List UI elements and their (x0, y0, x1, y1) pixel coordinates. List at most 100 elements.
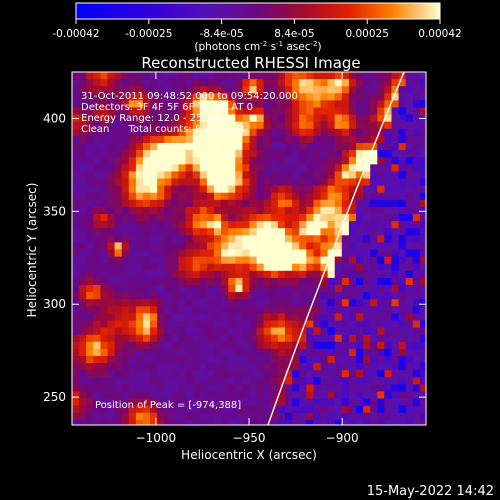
heatmap-cell (121, 199, 130, 208)
heatmap-cell (292, 79, 300, 87)
heatmap-cell (405, 356, 414, 364)
heatmap-cell (313, 242, 321, 250)
heatmap-cell (398, 370, 406, 378)
heatmap-cell (206, 221, 215, 229)
heatmap-cell (277, 72, 286, 80)
heatmap-cell (384, 171, 392, 179)
heatmap-cell (384, 100, 392, 108)
heatmap-cell (327, 412, 335, 421)
heatmap-cell (79, 72, 87, 80)
heatmap-cell (292, 341, 300, 350)
heatmap-cell (391, 348, 399, 357)
heatmap-cell (313, 256, 321, 264)
heatmap-cell (135, 306, 144, 314)
heatmap-cell (178, 143, 186, 151)
heatmap-cell (363, 79, 371, 87)
heatmap-cell (398, 199, 406, 208)
heatmap-cell (348, 398, 357, 406)
heatmap-cell (320, 171, 328, 179)
heatmap-cell (313, 419, 321, 425)
heatmap-cell (135, 313, 144, 321)
heatmap-cell (114, 306, 122, 314)
heatmap-cell (299, 164, 307, 172)
heatmap-cell (221, 93, 229, 101)
heatmap-cell (384, 292, 392, 300)
heatmap-cell (121, 185, 130, 193)
heatmap-cell (128, 114, 137, 122)
heatmap-cell (121, 270, 130, 279)
heatmap-cell (72, 313, 80, 321)
heatmap-cell (249, 93, 257, 101)
heatmap-cell (135, 263, 144, 272)
heatmap-cell (348, 341, 357, 350)
heatmap-cell (405, 214, 414, 222)
heatmap-cell (114, 292, 122, 300)
heatmap-cell (206, 249, 215, 257)
heatmap-cell (86, 419, 94, 425)
heatmap-cell (199, 313, 208, 321)
heatmap-cell (143, 412, 151, 421)
heatmap-cell (306, 405, 314, 414)
heatmap-cell (79, 285, 87, 293)
heatmap-cell (348, 171, 357, 179)
heatmap-cell (178, 199, 186, 208)
heatmap-cell (135, 93, 144, 101)
heatmap-cell (285, 171, 293, 179)
heatmap-cell (348, 121, 357, 130)
heatmap-cell (199, 93, 208, 101)
heatmap-cell (100, 320, 108, 328)
heatmap-cell (135, 256, 144, 264)
heatmap-cell (79, 157, 87, 165)
heatmap-cell (143, 79, 151, 87)
heatmap-cell (370, 171, 378, 179)
heatmap-cell (391, 235, 399, 243)
heatmap-cell (235, 391, 243, 399)
heatmap-cell (143, 235, 151, 243)
heatmap-cell (206, 121, 215, 130)
heatmap-cell (405, 334, 414, 343)
heatmap-cell (320, 306, 328, 314)
heatmap-cell (384, 114, 392, 122)
heatmap-cell (199, 277, 208, 286)
heatmap-cell (256, 72, 264, 80)
heatmap-cell (86, 199, 94, 208)
heatmap-cell (185, 412, 193, 421)
heatmap-cell (86, 334, 94, 343)
heatmap-cell (192, 292, 201, 300)
heatmap-cell (256, 221, 264, 229)
heatmap-cell (157, 157, 165, 165)
heatmap-cell (384, 377, 392, 385)
heatmap-cell (185, 356, 193, 364)
heatmap-cell (292, 391, 300, 399)
heatmap-cell (377, 135, 385, 144)
heatmap-cell (377, 93, 385, 101)
heatmap-cell (356, 242, 364, 250)
heatmap-cell (228, 412, 236, 421)
heatmap-cell (370, 363, 378, 371)
heatmap-cell (164, 86, 172, 94)
heatmap-cell (135, 79, 144, 87)
heatmap-cell (178, 171, 186, 179)
heatmap-cell (306, 121, 314, 130)
x-tick-label: −1000 (136, 431, 177, 445)
heatmap-cell (157, 107, 165, 115)
heatmap-cell (391, 412, 399, 421)
heatmap-cell (384, 299, 392, 307)
heatmap-cell (348, 299, 357, 307)
heatmap-cell (164, 221, 172, 229)
heatmap-cell (285, 256, 293, 264)
heatmap-cell (348, 107, 357, 115)
heatmap-cell (192, 228, 201, 236)
heatmap-cell (150, 221, 158, 229)
heatmap-cell (412, 277, 421, 286)
heatmap-cell (377, 377, 385, 385)
heatmap-cell (285, 192, 293, 201)
heatmap-cell (377, 121, 385, 130)
heatmap-cell (405, 285, 414, 293)
heatmap-cell (150, 391, 158, 399)
heatmap-cell (384, 285, 392, 293)
heatmap-cell (192, 327, 201, 335)
x-axis-ticks: −1000 −950 −900 (136, 72, 359, 445)
heatmap-cell (391, 327, 399, 335)
heatmap-cell (135, 285, 144, 293)
